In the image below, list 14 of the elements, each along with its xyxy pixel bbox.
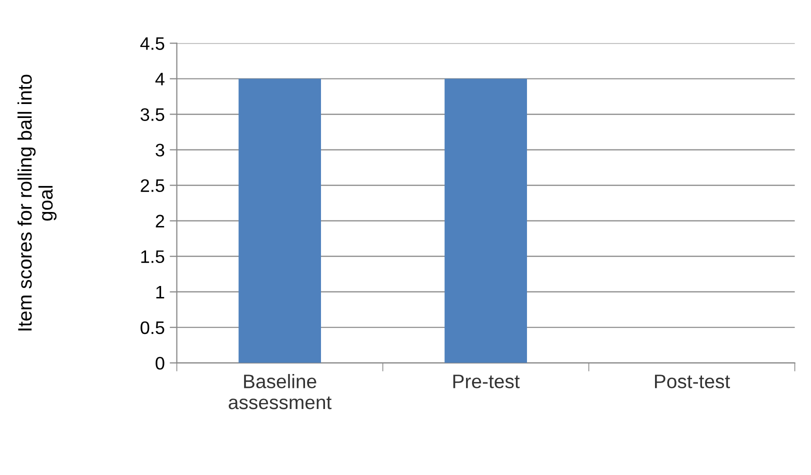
y-tick-label: 1 [156, 286, 164, 298]
y-tick-label: 3.5 [140, 108, 164, 121]
y-axis-title: Item scores for rolling ball into goal [17, 74, 57, 330]
y-tick-label: 4 [155, 72, 164, 86]
y-tick-label: 4.5 [140, 37, 164, 50]
y-tick-label: 0 [156, 356, 164, 370]
y-tick-label: 0.5 [140, 321, 164, 334]
y-tick-label: 3 [156, 144, 164, 157]
y-tick-label: 2.5 [140, 179, 164, 192]
y-tick-label: 1.5 [141, 250, 164, 264]
y-tick-label: 2 [156, 214, 164, 228]
x-tick-label: Post-test [655, 374, 730, 388]
x-tick-label: Pre-test [453, 374, 520, 388]
x-tick-label: Baseline assessment [228, 374, 332, 410]
